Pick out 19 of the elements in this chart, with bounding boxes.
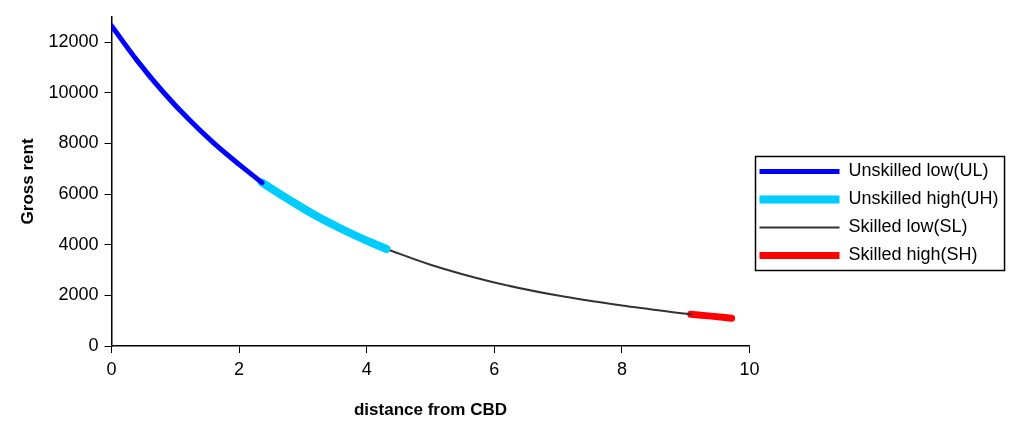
y-tick-label: 2000 (58, 284, 99, 305)
legend-label: Skilled low(SL) (848, 216, 968, 237)
x-tick-label: 8 (616, 358, 627, 379)
x-tick-label: 10 (739, 358, 760, 379)
y-tick-label: 4000 (58, 233, 99, 254)
y-axis-title: Gross rent (17, 138, 37, 225)
legend-label: Skilled high(SH) (848, 244, 978, 265)
legend-label: Unskilled high(UH) (848, 188, 999, 209)
y-tick-label: 0 (88, 334, 99, 355)
y-tick-label: 8000 (58, 132, 99, 153)
legend-label: Unskilled low(UL) (848, 160, 989, 181)
x-tick-label: 4 (361, 358, 372, 379)
x-tick-label: 2 (234, 358, 245, 379)
y-tick-label: 10000 (48, 81, 99, 102)
x-tick-label: 0 (106, 358, 117, 379)
x-tick-label: 6 (489, 358, 500, 379)
x-axis-title: distance from CBD (353, 400, 507, 420)
y-tick-label: 6000 (58, 183, 99, 204)
y-tick-label: 12000 (48, 31, 99, 52)
